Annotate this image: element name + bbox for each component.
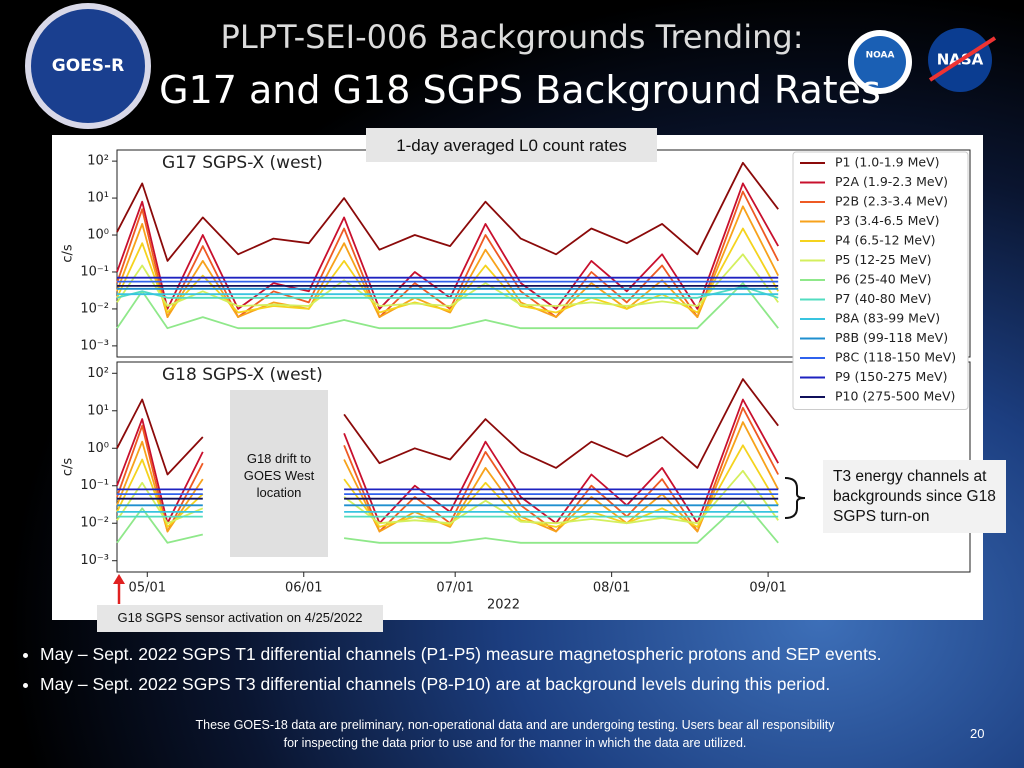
t3-box [823, 460, 1006, 533]
y-tick-label: 10⁻¹ [80, 478, 109, 493]
series-line [116, 378, 779, 476]
y-tick-label: 10⁻³ [80, 553, 109, 568]
y-tick-label: 10⁰ [87, 441, 109, 456]
legend-label: P3 (3.4-6.5 MeV) [835, 213, 940, 228]
banner-box [366, 128, 657, 162]
y-tick-label: 10⁻² [80, 301, 109, 316]
y-tick-label: 10¹ [87, 403, 109, 418]
plots: 10² 10¹ 10⁰ 10⁻¹ 10⁻² 10⁻³ 05/01 06/01 07/01 08/0… [61, 149, 971, 613]
y-tick-label: 10² [87, 154, 109, 169]
legend-label: P7 (40-80 MeV) [835, 291, 932, 306]
y-tick-label: 10¹ [87, 191, 109, 206]
legend-label: P1 (1.0-1.9 MeV) [835, 155, 940, 170]
series-line [116, 282, 779, 330]
legend-label: P10 (275-500 MeV) [835, 389, 955, 404]
x-axis-label: 2022 [487, 598, 520, 613]
y-tick-label: 10⁻¹ [80, 264, 109, 279]
chart-title: G18 SGPS-X (west) [162, 365, 323, 385]
activation-box [97, 605, 383, 632]
bullet: May – Sept. 2022 SGPS T1 differential ch… [40, 644, 1024, 665]
legend-label: P8A (83-99 MeV) [835, 311, 940, 326]
noaa-logo-inner [854, 36, 906, 88]
series-line [116, 190, 780, 318]
series-line [116, 499, 779, 544]
x-tick-label: 06/01 [285, 581, 322, 596]
title-line-1: PLPT-SEI-006 Backgrounds Trending: [220, 18, 804, 56]
bullet: May – Sept. 2022 SGPS T3 differential ch… [40, 674, 1024, 695]
x-tick-label: 08/01 [593, 581, 630, 596]
drift-annotation: G18 drift to GOES West location [243, 451, 315, 500]
legend-label: P5 (12-25 MeV) [835, 252, 932, 267]
footer: These GOES-18 data are preliminary, non-… [195, 718, 835, 750]
legend-label: P4 (6.5-12 MeV) [835, 233, 936, 248]
activation-arrow-head [113, 574, 125, 584]
legend-label: P8B (99-118 MeV) [835, 330, 948, 345]
y-tick-label: 10⁻³ [80, 338, 109, 353]
x-tick-label: 09/01 [749, 581, 786, 596]
y-axis-label: c/s [61, 244, 76, 263]
drift-box [230, 390, 328, 557]
banner: 1-day averaged L0 count rates [396, 136, 627, 155]
activation-annotation: G18 SGPS sensor activation on 4/25/2022 [117, 610, 363, 625]
title-line-2: G17 and G18 SGPS Background Rates [159, 68, 881, 112]
y-tick-label: 10⁻² [80, 516, 109, 531]
brace [784, 477, 806, 519]
legend-label: P2B (2.3-3.4 MeV) [835, 194, 948, 209]
noaa-logo-text: NOAA [866, 51, 895, 61]
legend-label: P8C (118-150 MeV) [835, 350, 956, 365]
t3-annotation: T3 energy channels at backgrounds since … [833, 468, 996, 525]
goes-logo-text: GOES-R [52, 56, 124, 76]
legend-label: P9 (150-275 MeV) [835, 369, 947, 384]
series-line [116, 161, 779, 262]
legend-box [792, 151, 969, 410]
y-tick-label: 10⁰ [87, 228, 109, 243]
x-tick-label: 05/01 [129, 581, 166, 596]
legend-label: P2A (1.9-2.3 MeV) [835, 174, 948, 189]
page-number: 20 [970, 726, 985, 741]
y-axis-label: c/s [61, 458, 76, 477]
y-tick-label: 10² [87, 366, 109, 381]
legend-label: P6 (25-40 MeV) [835, 272, 932, 287]
x-tick-label: 07/01 [436, 581, 473, 596]
bullets: May – Sept. 2022 SGPS T1 differential ch… [18, 644, 1024, 704]
goes-logo [25, 3, 151, 129]
nasa-swoosh [928, 36, 997, 82]
series-line [116, 285, 779, 299]
chart-title: G17 SGPS-X (west) [162, 153, 323, 173]
series-line [116, 182, 779, 310]
